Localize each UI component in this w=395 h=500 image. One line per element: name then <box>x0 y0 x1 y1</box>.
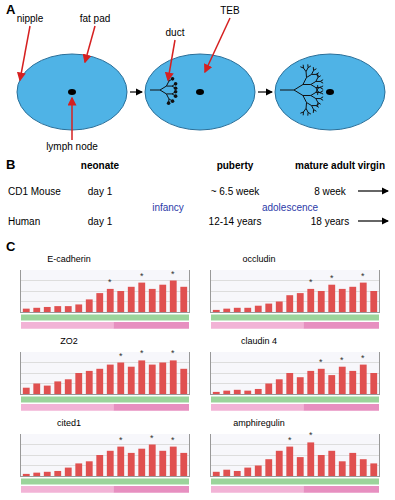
svg-text:amphiregulin: amphiregulin <box>233 418 285 428</box>
svg-text:*: * <box>171 348 175 358</box>
svg-text:duct: duct <box>166 27 185 38</box>
svg-text:*: * <box>140 348 144 358</box>
svg-text:adolescence: adolescence <box>262 202 319 213</box>
svg-text:fat pad: fat pad <box>80 13 111 24</box>
svg-text:*: * <box>171 269 175 279</box>
svg-text:~ 6.5 week: ~ 6.5 week <box>211 186 261 197</box>
svg-text:occludin: occludin <box>242 254 275 264</box>
svg-text:CD1 Mouse: CD1 Mouse <box>8 186 61 197</box>
svg-text:E-cadherin: E-cadherin <box>47 254 91 264</box>
svg-text:Human: Human <box>8 216 40 227</box>
svg-text:day 1: day 1 <box>88 186 113 197</box>
svg-text:ZO2: ZO2 <box>60 336 78 346</box>
svg-text:day 1: day 1 <box>88 216 113 227</box>
svg-text:*: * <box>340 355 344 365</box>
svg-text:18 years: 18 years <box>311 216 349 227</box>
svg-text:C: C <box>6 239 16 254</box>
svg-text:*: * <box>150 433 154 443</box>
svg-text:*: * <box>119 435 123 445</box>
svg-text:lymph node: lymph node <box>46 141 98 152</box>
svg-text:*: * <box>330 273 334 283</box>
svg-text:nipple: nipple <box>17 13 44 24</box>
svg-text:*: * <box>288 435 292 445</box>
svg-text:*: * <box>361 353 365 363</box>
svg-text:TEB: TEB <box>220 5 240 16</box>
svg-text:puberty: puberty <box>217 160 254 171</box>
svg-text:*: * <box>108 277 112 287</box>
svg-text:*: * <box>140 271 144 281</box>
svg-text:8 week: 8 week <box>314 186 347 197</box>
svg-text:infancy: infancy <box>152 202 184 213</box>
svg-text:cited1: cited1 <box>57 418 81 428</box>
svg-text:*: * <box>309 430 313 440</box>
svg-text:B: B <box>6 157 15 172</box>
svg-text:mature adult virgin: mature adult virgin <box>295 160 385 171</box>
svg-text:*: * <box>171 435 175 445</box>
svg-text:*: * <box>309 277 313 287</box>
svg-text:*: * <box>361 271 365 281</box>
svg-text:claudin 4: claudin 4 <box>241 336 277 346</box>
svg-text:neonate: neonate <box>81 160 120 171</box>
svg-text:A: A <box>6 2 16 17</box>
svg-text:12-14 years: 12-14 years <box>209 216 262 227</box>
svg-text:*: * <box>319 357 323 367</box>
svg-text:*: * <box>119 351 123 361</box>
